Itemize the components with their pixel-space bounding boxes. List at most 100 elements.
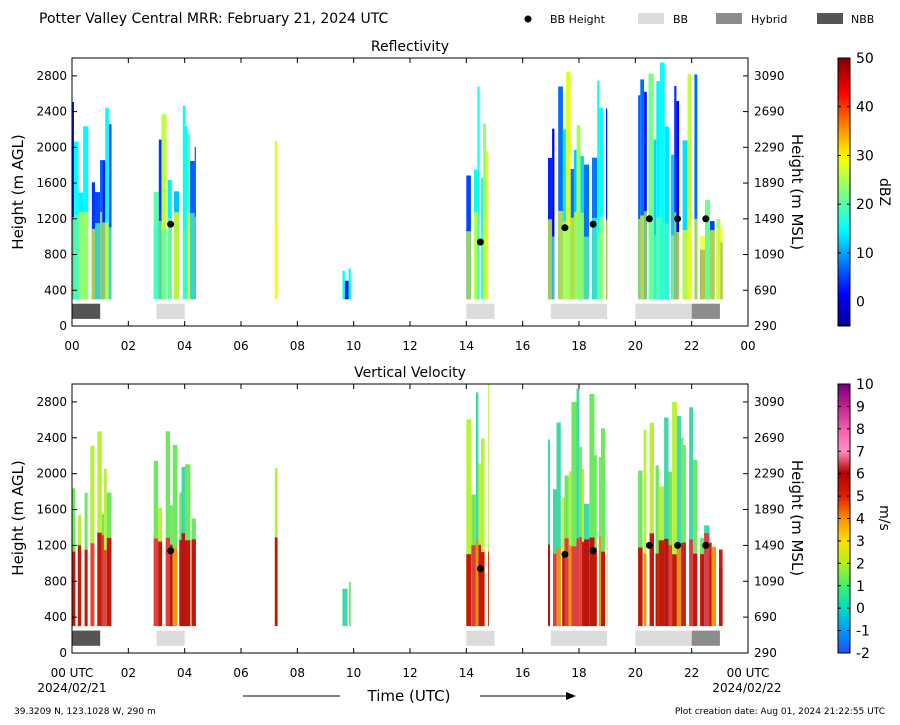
- x-tick-label: 22: [684, 666, 699, 680]
- echo-core: [597, 233, 600, 300]
- echo-core: [161, 229, 167, 300]
- echo-column: [161, 114, 167, 300]
- echo-core: [553, 553, 557, 627]
- x-tick-label: 02: [121, 339, 136, 353]
- echo-core: [594, 547, 597, 627]
- echo-core: [477, 212, 480, 300]
- x-tick-label: 06: [233, 339, 248, 353]
- echo-core: [165, 537, 170, 627]
- echo-core: [566, 224, 571, 300]
- y-tick-label-right: 2290: [754, 140, 785, 154]
- bb-type-bar-nbb: [72, 303, 101, 319]
- x-tick-label: 20: [628, 666, 643, 680]
- echo-column: [172, 444, 178, 627]
- echo-column: [644, 91, 647, 300]
- echo-column: [640, 79, 645, 300]
- colorbar-tick-label: 3: [856, 534, 865, 550]
- end-date-label: 2024/02/22: [712, 681, 781, 695]
- bb-height-point: [645, 541, 653, 549]
- echo-column: [475, 392, 479, 627]
- colorbar-tick-label: 0: [856, 601, 865, 617]
- echo-column: [488, 384, 489, 627]
- echo-core: [564, 538, 569, 627]
- echo-core: [687, 216, 692, 300]
- echo-core: [584, 539, 590, 627]
- reflectivity-panel: Reflectivity Height (m AGL) Height (m MS…: [9, 39, 806, 353]
- echo-column: [483, 123, 487, 300]
- echo-column: [671, 154, 675, 300]
- legend-nbb-label: NBB: [851, 13, 874, 26]
- echo-core: [648, 231, 654, 300]
- bb-height-point: [702, 215, 710, 223]
- echo-column: [681, 437, 684, 627]
- colorbar-tick-label: 1: [856, 579, 865, 595]
- bb-type-bar-bb: [550, 630, 608, 646]
- echo-core: [552, 236, 555, 300]
- echo-core: [483, 218, 487, 300]
- y-tick-label-right: 1890: [754, 503, 785, 517]
- echo-core: [653, 235, 657, 300]
- y-tick-label-right: 290: [754, 319, 777, 333]
- echo-core: [172, 547, 178, 627]
- reflectivity-ylabel-right: Height (m MSL): [788, 134, 806, 250]
- bb-height-point: [476, 565, 484, 573]
- echo-column: [97, 431, 102, 627]
- echo-column: [486, 150, 489, 300]
- bb-height-point: [702, 541, 710, 549]
- echo-column: [653, 139, 657, 300]
- echo-core: [104, 550, 107, 627]
- bb-type-bar-bb: [635, 303, 692, 319]
- echo-core: [558, 210, 563, 300]
- echo-column: [594, 455, 597, 627]
- echo-column: [660, 62, 665, 300]
- bb-height-point: [167, 547, 175, 555]
- echo-column: [342, 270, 345, 300]
- velocity-ylabel-right: Height (m MSL): [788, 460, 806, 576]
- bb-type-bar-bb: [550, 303, 608, 319]
- echo-core: [478, 544, 481, 627]
- echo-core: [90, 543, 95, 627]
- echo-core: [689, 539, 694, 627]
- echo-core: [683, 542, 686, 627]
- bb-type-bar-bb: [466, 303, 495, 319]
- bb-height-point: [561, 224, 569, 232]
- y-tick-label: 400: [44, 283, 67, 297]
- y-tick-label-right: 1490: [754, 538, 785, 552]
- y-tick-label: 2400: [36, 105, 67, 119]
- y-tick-label: 1600: [36, 503, 67, 517]
- echo-core: [709, 542, 712, 627]
- legend-bb-swatch: [638, 13, 664, 24]
- reflectivity-colorbar: 0 10 20 30 40 50 dBZ: [837, 51, 892, 327]
- velocity-frame: [71, 383, 749, 654]
- echo-core: [664, 223, 669, 300]
- colorbar-tick-label: 4: [856, 512, 865, 528]
- y-tick-label: 0: [59, 646, 67, 660]
- y-tick-label: 2000: [36, 140, 67, 154]
- echo-core: [676, 232, 680, 300]
- echo-column: [583, 164, 589, 300]
- echo-column: [656, 81, 660, 300]
- echo-core: [548, 544, 550, 627]
- echo-core: [704, 533, 710, 627]
- echo-column: [562, 129, 567, 300]
- echo-column: [648, 73, 654, 300]
- y-tick-label-right: 1090: [754, 574, 785, 588]
- echo-core: [580, 212, 584, 300]
- reflectivity-colorbar-ticks: 0 10 20 30 40 50: [838, 51, 874, 311]
- reflectivity-bb-height-points: [167, 215, 710, 246]
- echo-column: [606, 108, 608, 300]
- x-tick-label: 22: [684, 339, 699, 353]
- echo-core: [167, 218, 172, 300]
- x-tick-label: 00 UTC: [727, 666, 770, 680]
- echo-core: [672, 554, 677, 627]
- echo-column: [682, 140, 688, 300]
- echo-core: [72, 551, 76, 627]
- y-tick-label-right: 1490: [754, 212, 785, 226]
- echo-core: [571, 546, 577, 627]
- echo-column: [655, 465, 659, 627]
- echo-core: [84, 549, 88, 627]
- echo-column: [108, 124, 112, 300]
- echo-core: [576, 538, 580, 627]
- echo-column: [571, 401, 577, 627]
